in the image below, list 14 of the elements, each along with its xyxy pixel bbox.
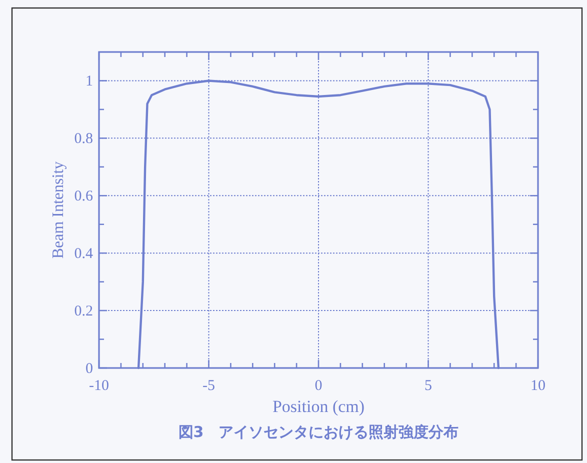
y-tick-label: 1 [86,74,93,90]
caption: 図3 アイソセンタにおける照射強度分布 [178,423,459,441]
y-tick-label: 0.2 [74,304,93,320]
x-axis-title: Position (cm) [272,397,365,416]
x-tick-label: -10 [89,378,109,394]
x-tick-label: -5 [202,378,215,394]
y-tick-label: 0 [86,361,93,377]
x-tick-label: 0 [314,378,322,394]
x-tick-label: 10 [530,378,546,394]
y-tick-label: 0.6 [74,188,94,205]
y-tick-label: 0.8 [74,131,93,148]
x-tick-label: 5 [424,378,432,394]
y-tick-label: 0.4 [74,246,94,262]
y-axis-title: Beam Intensity [50,161,67,259]
